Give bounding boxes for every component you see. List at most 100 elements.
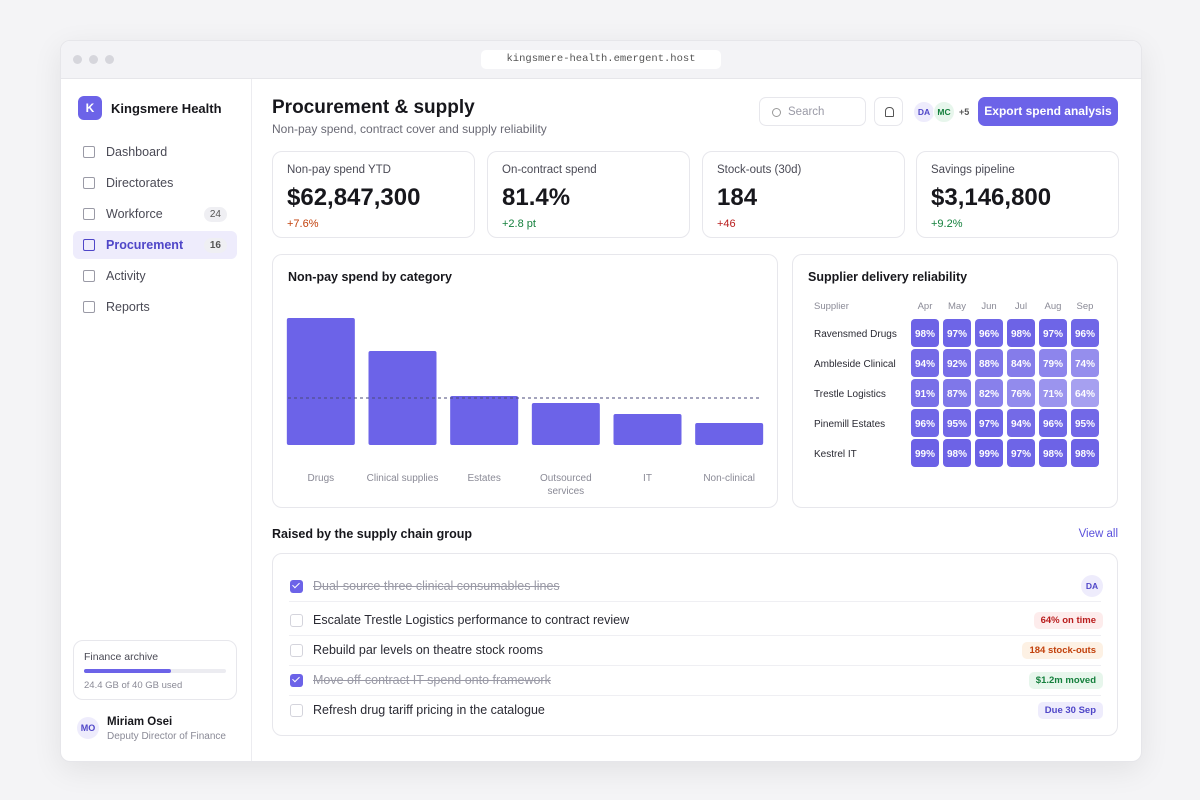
row-header: Supplier [814, 301, 849, 312]
heatmap-cell [1039, 409, 1067, 437]
nav-item[interactable]: Reports [73, 293, 237, 321]
cell-label: 97% [979, 419, 999, 430]
checkbox[interactable] [290, 703, 303, 717]
heatmap-cell [975, 409, 1003, 437]
cell-label: 96% [1043, 419, 1063, 430]
heatmap-cell [1071, 439, 1099, 467]
view-all-link[interactable]: View all [1078, 528, 1118, 540]
x-tick-label: IT [643, 473, 652, 484]
kpi-card: On-contract spend 81.4% +2.8 pt [487, 151, 690, 238]
cell-label: 98% [947, 449, 967, 460]
cell-label: 97% [1043, 329, 1063, 340]
heatmap-cell [911, 379, 939, 407]
task-row: Refresh drug tariff pricing in the catal… [273, 695, 1119, 725]
x-tick-label: Outsourced services [539, 473, 592, 497]
nav-item[interactable]: Workforce 24 [73, 200, 237, 228]
heatmap-cell [1007, 439, 1035, 467]
cell-label: 88% [979, 359, 999, 370]
kpi-delta: +9.2% [931, 218, 963, 230]
checkbox[interactable] [290, 673, 303, 687]
kpi-card: Stock-outs (30d) 184 +46 [702, 151, 905, 238]
kpi-value: 81.4% [502, 184, 571, 211]
heatmap-cell [911, 409, 939, 437]
heatmap-cell [1007, 319, 1035, 347]
kpi-delta: +7.6% [287, 218, 319, 230]
task-tag: 64% on time [1033, 611, 1103, 629]
heatmap-cell [1039, 439, 1067, 467]
heatmap-cell [975, 379, 1003, 407]
checkbox[interactable] [290, 613, 303, 627]
task-text: Escalate Trestle Logistics performance t… [313, 613, 630, 627]
cell-label: 96% [979, 329, 999, 340]
cell-label: 97% [947, 329, 967, 340]
task-assignee: DA [1081, 575, 1103, 597]
bar-chart [286, 318, 764, 445]
search-placeholder: Search [788, 106, 825, 118]
url-bar[interactable]: kingsmere-health.emergent.host [481, 50, 721, 69]
bar [531, 403, 600, 445]
heatmap-cell [943, 349, 971, 377]
heatmap-cell [911, 349, 939, 377]
cell-label: 96% [915, 419, 935, 430]
storage-title: Finance archive [84, 651, 159, 663]
nav-item[interactable]: Activity [73, 262, 237, 290]
user-role: Deputy Director of Finance [107, 731, 226, 742]
bar [695, 423, 764, 445]
nav: Dashboard Directorates Workforce 24 Procurem… [73, 138, 237, 324]
page-subtitle: Non-pay spend, contract cover and supply… [272, 122, 547, 136]
nav-item[interactable]: Dashboard [73, 138, 237, 166]
heatmap-cell [1007, 409, 1035, 437]
column-label: May [948, 301, 966, 312]
task-text: Rebuild par levels on theatre stock room… [313, 643, 543, 657]
task-text: Move off-contract IT spend onto framewor… [313, 673, 551, 687]
nav-badge: 24 [203, 206, 227, 222]
avatar: DA [913, 101, 935, 123]
heatmap-cell [911, 319, 939, 347]
cell-label: 98% [915, 329, 935, 340]
cell-label: 98% [1011, 329, 1031, 340]
avatar-group: DA MC +5 [913, 101, 969, 123]
cell-label: 84% [1011, 359, 1031, 370]
export-button[interactable]: Export spend analysis [978, 97, 1118, 126]
cell-label: 92% [947, 359, 967, 370]
storage-card: Finance archive 24.4 GB of 40 GB used [73, 640, 237, 700]
kpi-delta: +2.8 pt [502, 218, 536, 230]
nav-item[interactable]: Procurement 16 [73, 231, 237, 259]
heatmap-cell [1007, 349, 1035, 377]
cell-label: 94% [915, 359, 935, 370]
kpi-label: On-contract spend [502, 164, 597, 176]
kpi-delta: +46 [717, 218, 736, 230]
tasks-card: Dual-source three clinical consumables l… [272, 553, 1118, 736]
heatmap-cell [1007, 379, 1035, 407]
nav-label: Workforce [106, 207, 163, 221]
row-label: Trestle Logistics [814, 389, 886, 400]
cell-label: 98% [1075, 449, 1095, 460]
user-avatar: MO [77, 717, 99, 739]
storage-label: 24.4 GB of 40 GB used [84, 680, 183, 691]
row-label: Ravensmed Drugs [814, 329, 897, 340]
separator [289, 665, 1101, 666]
nav-item[interactable]: Directorates [73, 169, 237, 197]
nav-label: Activity [106, 269, 146, 283]
checkbox[interactable] [290, 579, 303, 593]
task-row: Rebuild par levels on theatre stock room… [273, 635, 1119, 665]
user-name: Miriam Osei [107, 716, 173, 728]
x-tick-label: Non-clinical [703, 473, 755, 484]
kpi-value: 184 [717, 184, 758, 211]
cell-label: 99% [979, 449, 999, 460]
search[interactable]: Search [759, 97, 866, 126]
separator [289, 695, 1101, 696]
bar [613, 414, 682, 445]
separator [289, 635, 1101, 636]
heatmap-cell [1071, 349, 1099, 377]
bar [450, 396, 519, 445]
kpi-card: Savings pipeline $3,146,800 +9.2% [916, 151, 1119, 238]
column-label: Apr [918, 301, 933, 312]
checkbox[interactable] [290, 643, 303, 657]
check [292, 674, 300, 683]
notifications[interactable] [874, 97, 903, 126]
heatmap-cell [975, 319, 1003, 347]
kpi-value: $62,847,300 [287, 184, 421, 211]
cell-label: 97% [1011, 449, 1031, 460]
chart-title: Non-pay spend by category [288, 270, 452, 284]
